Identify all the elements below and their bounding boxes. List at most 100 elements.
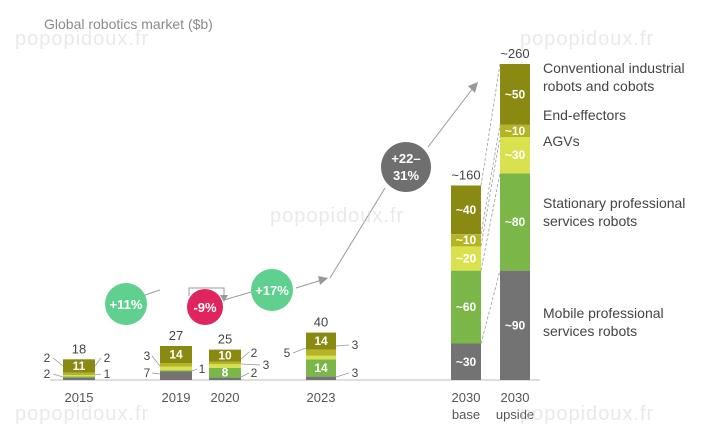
bar-segment	[63, 372, 95, 376]
leader-line	[335, 344, 350, 347]
growth-label: -9%	[193, 300, 217, 315]
leader-line	[335, 372, 350, 378]
value-label: ~80	[505, 215, 526, 229]
legend-entry: robots and cobots	[543, 78, 654, 94]
leader-line	[151, 355, 161, 367]
value-label: ~60	[456, 300, 477, 314]
value-label: 7	[144, 366, 151, 380]
chart-title: Global robotics market ($b)	[44, 16, 213, 32]
watermark-text: popopidoux.fr	[15, 403, 149, 425]
connector-line	[480, 124, 501, 235]
bar-segment	[160, 370, 192, 372]
bar-segment	[500, 270, 530, 380]
value-label: ~10	[505, 124, 526, 138]
value-label: 2	[44, 351, 51, 365]
value-label: ~90	[505, 318, 526, 332]
x-tick-label: 2030	[501, 390, 530, 405]
bar-segment	[500, 136, 530, 174]
bar-segment	[306, 376, 336, 380]
bar-segment	[451, 343, 481, 380]
x-tick-label: upside	[496, 407, 534, 422]
watermark-text: popopidoux.fr	[270, 205, 404, 227]
growth-label: +22–	[391, 151, 420, 166]
watermarks: popopidoux.fr popopidoux.fr popopidoux.f…	[15, 28, 654, 425]
bar-segment	[451, 246, 481, 271]
value-label: 10	[218, 349, 232, 363]
watermark-text: popopidoux.fr	[520, 403, 654, 425]
total-label: ~260	[500, 46, 529, 61]
legend-entry: Stationary professional	[543, 195, 685, 211]
leader-line	[191, 368, 198, 372]
bar-segment	[306, 359, 336, 377]
value-label: 11	[73, 359, 86, 373]
connector-line	[480, 63, 501, 186]
leader-line	[52, 357, 64, 367]
value-label: 14	[169, 348, 183, 362]
value-label: 2	[251, 366, 258, 380]
x-tick-label: 2019	[162, 390, 191, 405]
bar-segment	[306, 332, 336, 350]
trend-arrow	[329, 187, 386, 279]
legend-entry: Mobile professional	[543, 305, 664, 321]
value-label: 1	[104, 367, 111, 381]
growth-bubble	[381, 142, 431, 192]
leader-line	[151, 372, 161, 375]
bar-segment	[209, 361, 241, 365]
total-label: 27	[169, 328, 183, 343]
value-label: ~20	[456, 252, 477, 266]
trend-arrow	[295, 279, 323, 289]
total-label: ~160	[451, 168, 480, 183]
connector-line	[480, 270, 501, 344]
legend-entry: services robots	[543, 213, 637, 229]
leader-line	[52, 373, 64, 378]
bar-segment	[209, 367, 241, 378]
x-tick-label: base	[452, 407, 480, 422]
bar-segment	[160, 366, 192, 371]
total-label: 18	[72, 341, 86, 356]
legend-entry: AGVs	[543, 133, 580, 149]
growth-bubbles: +11% -9% +17% +22– 31%	[105, 142, 431, 325]
growth-label: 31%	[393, 168, 419, 183]
bar-segment	[451, 185, 481, 235]
leader-line	[94, 357, 102, 367]
bar-segment	[451, 270, 481, 344]
bar-segment	[306, 355, 336, 360]
value-label: 8	[222, 366, 229, 380]
value-label: 3	[144, 349, 151, 363]
x-tick-label: 2030	[452, 390, 481, 405]
bar-segment	[160, 346, 192, 363]
bar-segment	[63, 377, 95, 380]
bar-segment	[500, 124, 530, 137]
legend-entry: Conventional industrial	[543, 60, 685, 76]
value-label: 14	[314, 361, 328, 375]
leader-line	[292, 347, 307, 354]
leader-line	[240, 372, 250, 378]
bars-group	[63, 64, 530, 380]
growth-bubble	[105, 283, 147, 325]
total-label: 25	[218, 332, 232, 347]
growth-label: +11%	[110, 297, 143, 312]
value-label: ~40	[456, 203, 477, 217]
x-tick-label: 2015	[65, 390, 94, 405]
value-label: 3	[352, 366, 359, 380]
bar-segment	[500, 173, 530, 271]
value-label: 2	[104, 351, 111, 365]
value-label: 3	[352, 338, 359, 352]
legend-entry: End-effectors	[543, 107, 626, 123]
value-label: 1	[199, 362, 206, 376]
arrow-head	[468, 82, 478, 93]
annotation-lines	[52, 63, 501, 378]
bar-segment	[160, 363, 192, 367]
bar-segment	[63, 376, 95, 378]
x-tick-label: 2020	[211, 390, 240, 405]
bar-segment	[209, 349, 241, 362]
arrow-head	[318, 276, 328, 285]
value-label: 3	[263, 358, 270, 372]
trend-arrow	[427, 87, 474, 148]
bar-segment	[451, 234, 481, 247]
x-tick-label: 2023	[307, 390, 336, 405]
total-label: 40	[314, 315, 328, 330]
value-label: 14	[314, 334, 328, 348]
